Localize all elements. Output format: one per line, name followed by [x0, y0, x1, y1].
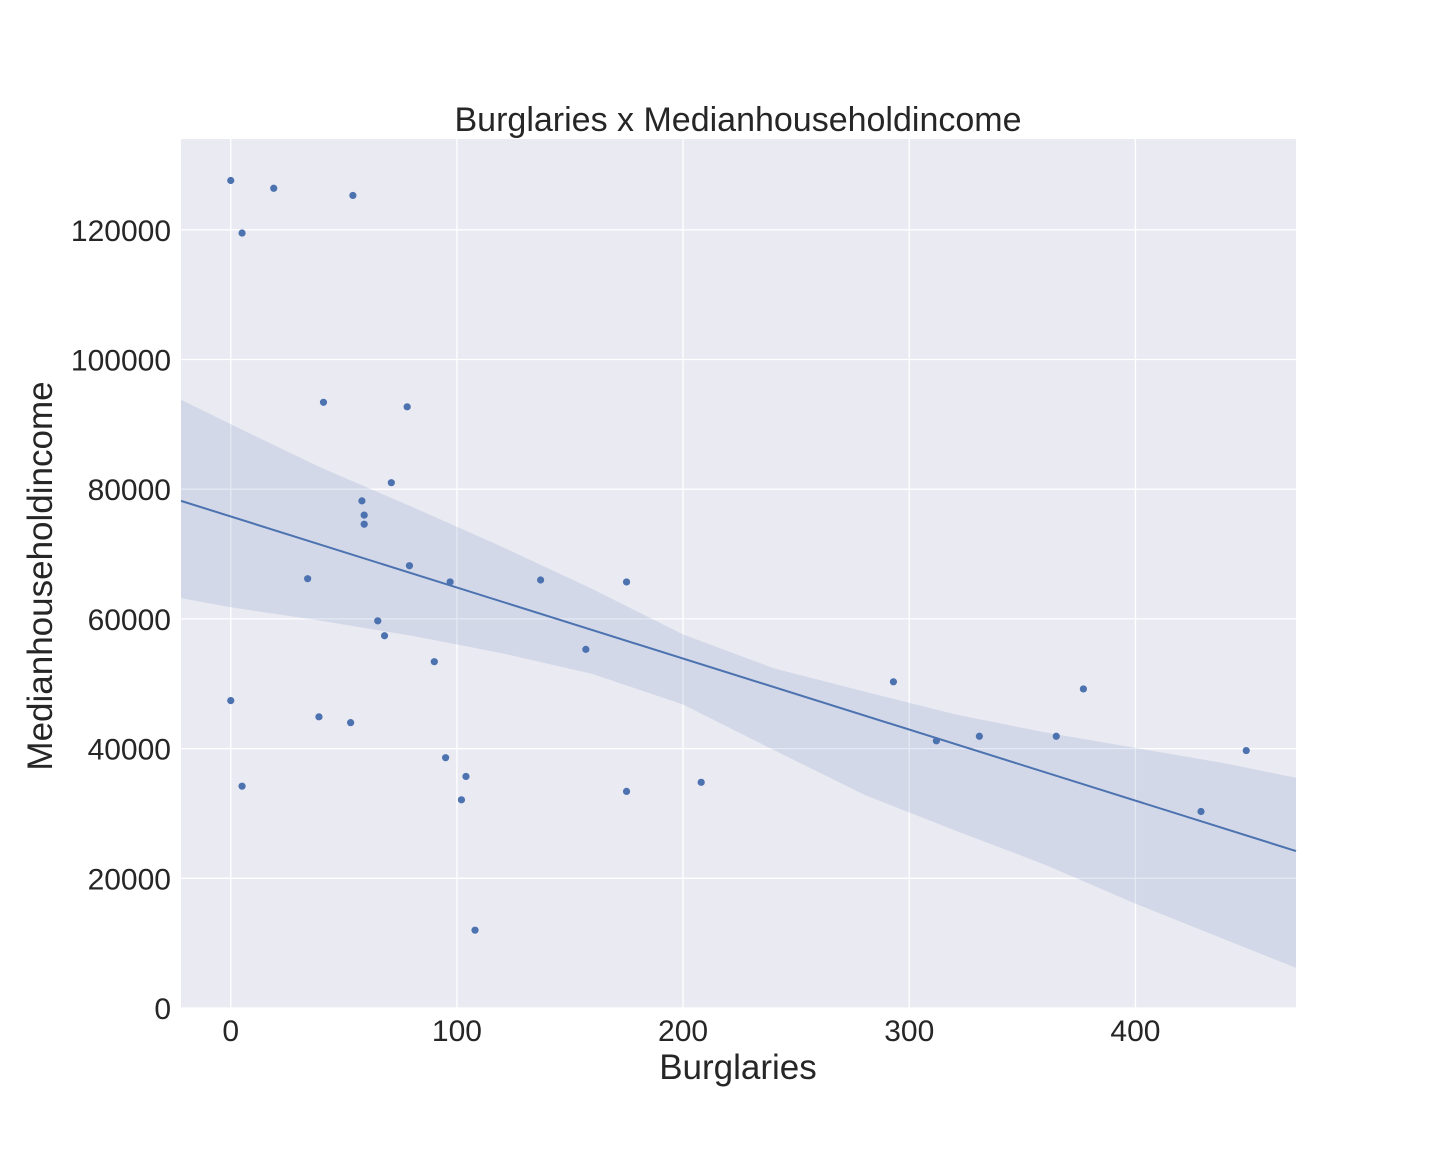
- grid-lines: [181, 139, 1296, 1009]
- y-tick-label: 80000: [88, 474, 171, 507]
- data-point: [403, 403, 411, 411]
- data-points: [227, 176, 1250, 934]
- data-point: [932, 737, 940, 745]
- data-point: [471, 926, 479, 934]
- x-tick-label: 300: [884, 1015, 934, 1048]
- data-point: [697, 778, 705, 786]
- x-tick-label: 0: [222, 1015, 239, 1048]
- data-point: [457, 796, 466, 804]
- data-point: [430, 658, 438, 666]
- data-point: [1052, 732, 1060, 740]
- data-point: [319, 398, 328, 406]
- y-tick-label: 120000: [71, 215, 171, 248]
- data-point: [238, 229, 246, 237]
- data-point: [582, 645, 590, 653]
- data-point: [387, 479, 395, 487]
- data-point: [347, 719, 355, 727]
- regression-line: [180, 499, 1297, 853]
- data-point: [360, 511, 368, 519]
- data-point: [349, 191, 357, 200]
- data-point: [270, 184, 278, 192]
- data-point: [889, 678, 898, 686]
- y-tick-labels: 0 20000 40000 60000 80000 100000 120000: [71, 215, 171, 1026]
- data-point: [446, 578, 454, 586]
- data-point: [227, 176, 235, 185]
- data-point: [537, 576, 545, 584]
- y-tick-label: 60000: [88, 604, 171, 637]
- data-point: [442, 754, 450, 762]
- x-tick-labels: 0 100 200 300 400: [222, 1015, 1160, 1048]
- data-point: [1197, 807, 1205, 816]
- data-point: [622, 578, 631, 586]
- data-point: [304, 575, 312, 583]
- y-tick-label: 100000: [71, 344, 171, 377]
- data-point: [238, 782, 246, 790]
- x-tick-label: 200: [658, 1015, 708, 1048]
- y-axis-label: Medianhouseholdincome: [21, 381, 60, 770]
- y-tick-label: 20000: [88, 863, 171, 896]
- data-point: [315, 713, 323, 721]
- data-point: [622, 787, 631, 795]
- data-point: [462, 772, 470, 781]
- data-point: [227, 697, 235, 705]
- plot-background: [181, 139, 1296, 1008]
- data-point: [358, 497, 366, 505]
- y-tick-label: 40000: [88, 734, 171, 767]
- data-point: [360, 520, 368, 528]
- data-point: [1242, 746, 1250, 755]
- chart-title: Burglaries x Medianhouseholdincome: [455, 101, 1022, 139]
- data-point: [975, 732, 983, 740]
- x-axis-label: Burglaries: [659, 1048, 817, 1087]
- data-point: [405, 562, 414, 570]
- x-tick-label: 100: [432, 1015, 482, 1048]
- data-point: [1079, 685, 1088, 693]
- data-point: [374, 617, 382, 625]
- data-point: [380, 632, 389, 640]
- x-tick-label: 400: [1110, 1015, 1160, 1048]
- confidence-band: [181, 399, 1296, 968]
- y-tick-label: 0: [154, 993, 171, 1026]
